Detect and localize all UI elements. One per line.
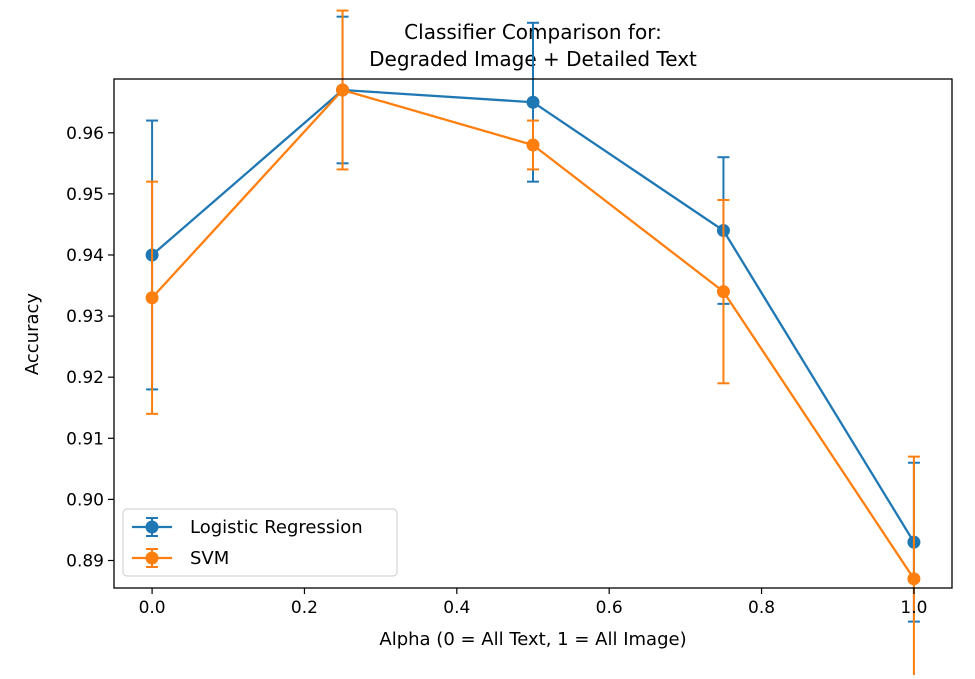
x-axis: 0.0 0.2 0.4 0.6 0.8 1.0 [139, 588, 927, 618]
y-axis: 0.89 0.90 0.91 0.92 0.93 0.94 0.95 0.96 [66, 124, 114, 572]
y-tick-label: 0.89 [66, 552, 104, 572]
x-tick-label: 0.0 [139, 598, 166, 618]
data-point [336, 83, 350, 97]
y-tick-label: 0.95 [66, 185, 104, 205]
y-tick-label: 0.91 [66, 429, 104, 449]
legend: Logistic Regression SVM [122, 508, 398, 577]
x-tick-label: 0.6 [596, 598, 623, 618]
legend-label: Logistic Regression [190, 517, 363, 538]
legend-frame [122, 508, 398, 577]
y-tick-label: 0.92 [66, 368, 104, 388]
x-tick-label: 0.4 [443, 598, 470, 618]
y-tick-label: 0.93 [66, 307, 104, 327]
legend-label: SVM [190, 548, 229, 569]
x-axis-label: Alpha (0 = All Text, 1 = All Image) [379, 629, 686, 650]
legend-marker [145, 551, 159, 565]
data-point [907, 572, 921, 586]
data-point [716, 285, 730, 299]
data-point [526, 138, 540, 152]
data-point [145, 291, 159, 305]
y-tick-label: 0.90 [66, 490, 104, 510]
y-axis-label: Accuracy [22, 293, 43, 376]
y-tick-label: 0.96 [66, 124, 104, 144]
series-svm [145, 9, 921, 679]
x-tick-label: 0.8 [748, 598, 775, 618]
y-tick-label: 0.94 [66, 246, 104, 266]
legend-marker [145, 520, 159, 534]
data-point [526, 95, 540, 109]
plot-area [145, 9, 921, 679]
plot-frame [113, 78, 953, 589]
x-tick-label: 1.0 [900, 598, 927, 618]
x-tick-label: 0.2 [291, 598, 318, 618]
